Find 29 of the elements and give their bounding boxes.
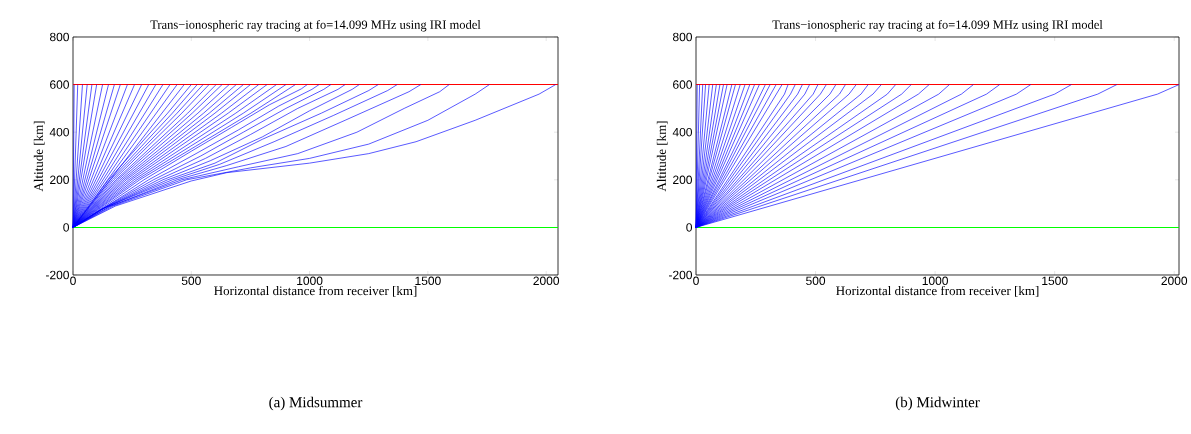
y-tick-label: 800 xyxy=(49,32,69,42)
y-tick-label: 600 xyxy=(50,80,69,89)
text: (b) Midwinter xyxy=(895,396,980,411)
y-tick-label: 0 xyxy=(686,223,693,232)
y-axis-title: Altitude [km] xyxy=(656,121,668,192)
x-tick-label: 2000 xyxy=(533,276,560,286)
y-tick-label: 200 xyxy=(673,175,693,185)
x-tick-label: 2000 xyxy=(1161,276,1188,286)
y-tick-label: 400 xyxy=(49,127,69,137)
x-tick-label: 1000 xyxy=(922,276,948,286)
y-tick-label: 400 xyxy=(672,127,693,137)
y-tick-label: 200 xyxy=(50,175,69,185)
text: (a) Midsummer xyxy=(269,396,363,411)
x-tick-label: 500 xyxy=(806,276,826,286)
y-tick-label: -200 xyxy=(45,270,69,280)
y-tick-label: -200 xyxy=(668,270,693,280)
chart-title: Trans−ionospheric ray tracing at fo=14.099 MHz using IRI model xyxy=(772,19,1103,32)
y-tick-label: 800 xyxy=(672,32,693,42)
x-tick-label: 1000 xyxy=(297,276,323,286)
x-tick-label: 1500 xyxy=(415,276,441,286)
chart-title: Trans−ionospheric ray tracing at fo=14.099 MHz using IRI model xyxy=(150,19,481,32)
x-tick-label: 1500 xyxy=(1042,276,1068,286)
y-tick-label: 0 xyxy=(63,223,70,232)
x-tick-label: 500 xyxy=(181,276,201,286)
y-axis-title: Altitude [km] xyxy=(33,121,45,192)
x-axis-title: Horizontal distance from receiver [km] xyxy=(214,285,417,297)
x-tick-label: 0 xyxy=(70,276,76,286)
y-tick-label: 600 xyxy=(673,80,693,89)
x-axis-title: Horizontal distance from receiver [km] xyxy=(836,285,1039,297)
